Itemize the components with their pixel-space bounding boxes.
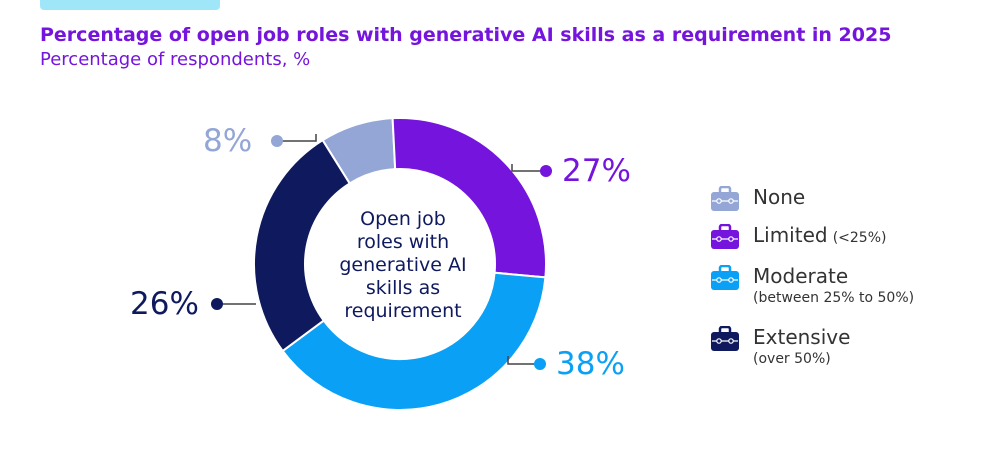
- legend-note: (over 50%): [753, 351, 831, 367]
- legend-label: None: [753, 185, 806, 209]
- top-accent-bar: [40, 0, 220, 10]
- briefcase-icon: [711, 326, 739, 351]
- briefcase-icon: [711, 224, 739, 249]
- data-label: 8%: [203, 123, 252, 159]
- callout-dot: [534, 358, 546, 370]
- center-label-line: Open job: [360, 208, 446, 230]
- center-label-line: generative AI: [339, 254, 467, 276]
- legend-note: (<25%): [832, 230, 887, 246]
- data-label: 26%: [130, 286, 199, 322]
- chart-title: Percentage of open job roles with genera…: [40, 24, 892, 46]
- briefcase-icon: [711, 265, 739, 290]
- donut-slice-moderate: [281, 271, 547, 411]
- donut-center-label: Open job roles with generative AI skills…: [318, 208, 488, 323]
- data-label: 27%: [562, 153, 631, 189]
- callout-leader-line: [507, 356, 540, 365]
- legend-label: Limited: [753, 223, 828, 247]
- center-label-line: roles with: [356, 231, 450, 253]
- center-label-line: requirement: [344, 300, 462, 322]
- callout-dot: [211, 298, 223, 310]
- center-label-line: skills as: [365, 277, 441, 299]
- donut-slice-extensive: [253, 138, 352, 353]
- legend-label: Extensive: [753, 325, 851, 349]
- callout-dot: [271, 135, 283, 147]
- data-label: 38%: [556, 346, 625, 382]
- callout-leader-line: [511, 164, 546, 172]
- briefcase-icon: [711, 186, 739, 211]
- legend-label: Moderate: [753, 264, 849, 288]
- chart-subtitle: Percentage of respondents, %: [40, 49, 311, 70]
- callout-dot: [540, 165, 552, 177]
- legend-note: (between 25% to 50%): [753, 290, 915, 306]
- callout-leader-line: [277, 134, 317, 142]
